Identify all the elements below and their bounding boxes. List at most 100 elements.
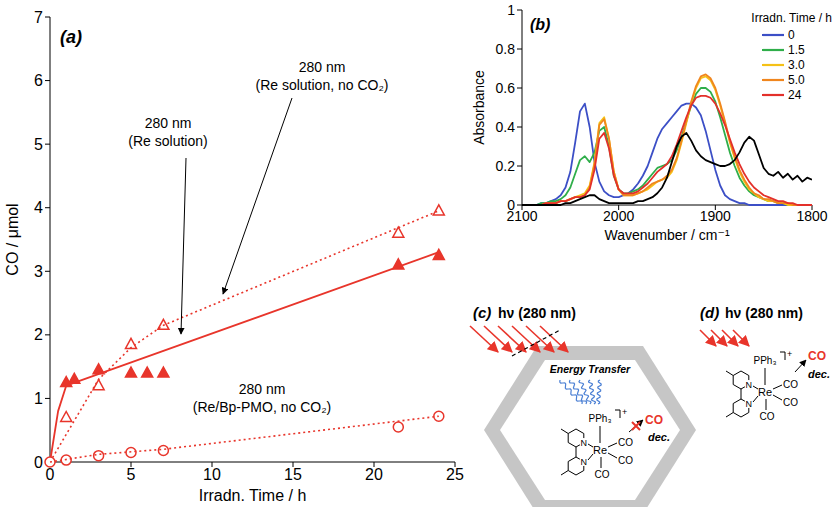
bond [773,395,782,400]
panel-title: (a) [60,27,82,47]
point-triangle [142,367,153,377]
y-axis-title: CO / μmol [4,203,21,275]
carbonyl-label: CO [618,437,633,448]
bond [773,385,782,389]
y-tick-label: 0 [34,454,43,471]
light-arrow [498,326,526,352]
y-tick-label: 6 [34,72,43,89]
y-tick [517,127,522,128]
atom-label: N [746,380,753,390]
decomposition-arrow [629,420,643,432]
panel-title: (d) [700,304,719,321]
y-tick-label: 3 [34,263,43,280]
y-tick-label: 2 [34,326,43,343]
y-tick [517,49,522,50]
y-tick-label: 0.6 [496,80,516,96]
x-tick-label: 1900 [700,208,731,224]
x-tick-label: 2000 [603,208,634,224]
energy-wave [597,380,601,404]
annotation-line: 280 nm [239,381,286,397]
y-tick-label: 0.4 [496,119,516,135]
legend-label: 5.0 [788,73,805,87]
y-tick [45,207,50,208]
carbonyl-label: CO [783,397,798,408]
y-tick [45,17,50,18]
bond [741,389,742,399]
legend-swatch [762,64,784,66]
y-tick-label: 5 [34,136,43,153]
y-tick [45,144,50,145]
point-circle [158,446,168,456]
result-label: dec. [648,431,670,443]
annotation-line: (Re/Bp-PMO, no CO₂) [193,399,331,415]
ligand-label: PPh₃ [589,413,612,424]
bond [608,443,617,447]
energy-wave [560,380,582,404]
y-tick [45,398,50,399]
carbonyl-label: CO [618,455,633,466]
metal-label: Re [593,444,607,456]
axes: 012345670510152025 [34,9,464,483]
point-triangle [433,205,444,215]
y-tick [45,271,50,272]
x-tick-label: 20 [365,466,383,483]
atom-label: N [581,438,588,448]
x-axis-title: Irradn. Time / h [199,487,307,504]
y-tick [517,205,522,206]
pore-channel [500,360,680,500]
bond [601,457,602,468]
charge-label: + [622,407,627,417]
energy-transfer-label: Energy Transfer [550,363,631,375]
panel-title: (b) [530,16,550,33]
bond [561,471,568,476]
y-tick-label: 1 [507,2,515,18]
bond [726,371,733,376]
legend-swatch [762,49,784,51]
x-tick-label: 10 [203,466,221,483]
legend-swatch [762,79,784,81]
legend: Irradn. Time / h01.53.05.024 [751,11,832,102]
x-tick-label: 1800 [796,208,827,224]
series-line [50,211,439,462]
bond [561,429,568,434]
x-axis-line [50,462,455,463]
carbonyl-label: CO [783,379,798,390]
atom-ground [744,380,753,389]
light-arrow [470,326,498,352]
product-label: CO [645,413,663,427]
annotation-line: (Re solution, no CO₂) [255,77,388,93]
x-tick-label: 15 [284,466,302,483]
point-triangle [126,367,137,377]
series-annotation: 280 nm (Re/Bp-PMO, no CO₂) [193,381,331,415]
x-tick-label: 25 [446,466,464,483]
x-tick-label: 2100 [506,208,537,224]
y-tick-label: 4 [34,199,43,216]
bond [765,368,766,385]
series-line [522,133,812,205]
carbonyl-label: CO [595,469,610,480]
y-axis-title: Absorbance [471,70,487,145]
bond [576,447,577,457]
figure: 012345670510152025CO / μmolIrradn. Time … [0,0,840,507]
energy-wave [589,380,596,404]
bond [726,413,733,418]
pore-wall [484,346,696,507]
annotation-arrow [181,158,186,334]
point-triangle [61,412,72,422]
legend-label: 1.5 [788,43,805,57]
carbonyl-label: CO [760,411,775,422]
ligand-label: PPh₃ [754,355,777,366]
series-line [522,76,812,205]
atom-ground [579,438,588,447]
series-line [522,74,812,205]
diagram-c: (c)hν (280 nm)Energy TransferNNRePPh₃+CO… [470,304,696,507]
x-tick-label: 5 [127,466,136,483]
point-triangle [93,380,104,390]
y-axis-line [522,10,523,205]
y-tick-label: 0.2 [496,158,516,174]
light-arrow [484,326,512,352]
x-tick-label: 0 [46,466,55,483]
legend-label: 3.0 [788,58,805,72]
charge-bracket [780,352,785,360]
annotation-line: (Re solution) [128,133,207,149]
